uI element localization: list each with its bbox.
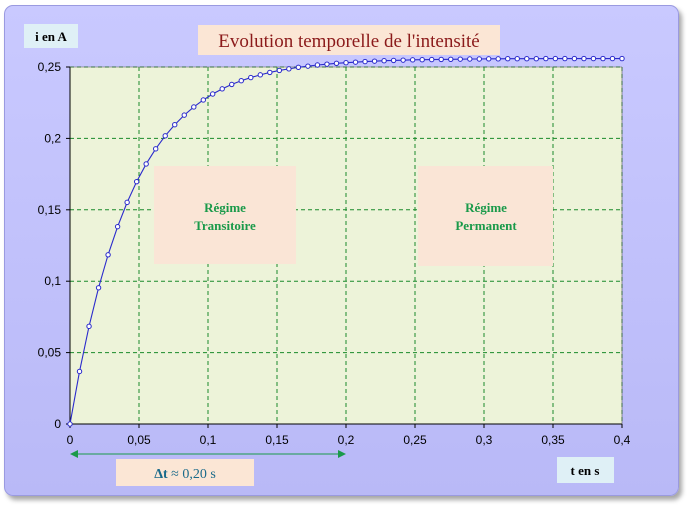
data-point-57 <box>609 55 616 62</box>
data-point-9 <box>152 146 159 152</box>
x-tick-label-1: 0,05 <box>127 433 151 447</box>
delta-t-label: Δt ≈ 0,20 s <box>154 467 216 482</box>
data-point-20 <box>257 72 264 78</box>
data-point-0 <box>67 421 73 427</box>
data-point-30 <box>352 59 359 65</box>
data-point-12 <box>181 112 187 118</box>
data-point-23 <box>286 66 292 72</box>
data-point-42 <box>467 56 473 62</box>
data-point-51 <box>552 55 559 62</box>
data-point-7 <box>133 178 140 185</box>
x-tick-label-0: 0 <box>67 433 74 447</box>
series-current <box>67 55 625 427</box>
x-tick-label-4: 0,2 <box>338 433 355 447</box>
data-point-27 <box>324 61 330 67</box>
data-point-19 <box>248 74 254 81</box>
data-point-49 <box>533 56 540 62</box>
data-point-17 <box>229 81 235 88</box>
data-point-46 <box>505 56 511 62</box>
data-point-15 <box>209 91 216 97</box>
x-tick-label-8: 0,4 <box>614 433 631 447</box>
x-tick-label-6: 0,3 <box>476 433 493 447</box>
axes <box>66 66 623 428</box>
data-point-36 <box>409 57 416 63</box>
data-point-45 <box>495 56 501 62</box>
data-point-32 <box>371 58 378 64</box>
y-tick-label-3: 0,15 <box>38 203 62 217</box>
data-point-5 <box>114 223 121 230</box>
permanent-box <box>418 166 553 266</box>
x-tick-label-2: 0,1 <box>200 433 217 447</box>
data-point-40 <box>448 56 454 62</box>
x-tick-label-7: 0,35 <box>541 433 565 447</box>
data-point-34 <box>390 57 397 64</box>
data-point-11 <box>172 121 178 128</box>
data-point-55 <box>590 55 597 62</box>
delta-t-box <box>116 459 254 486</box>
y-axis-label: i en A <box>35 29 67 44</box>
data-point-38 <box>428 56 435 63</box>
data-point-54 <box>581 55 587 62</box>
data-point-41 <box>457 56 463 62</box>
data-point-21 <box>267 69 273 76</box>
x-tick-label-5: 0,25 <box>403 433 427 447</box>
permanent-label-line2: Permanent <box>455 218 517 233</box>
data-point-25 <box>305 63 311 69</box>
x-axis-label: t en s <box>571 463 600 478</box>
data-point-53 <box>571 55 578 62</box>
data-point-48 <box>524 56 530 62</box>
data-point-50 <box>543 55 549 62</box>
data-point-2 <box>86 323 92 330</box>
data-point-44 <box>485 56 492 62</box>
data-point-58 <box>619 55 625 62</box>
delta-t-value: ≈ 0,20 s <box>168 467 216 482</box>
data-point-4 <box>105 252 111 258</box>
delta-t-symbol: Δt <box>154 467 168 482</box>
data-point-43 <box>476 56 483 62</box>
transitoire-box <box>154 166 296 264</box>
data-point-47 <box>514 56 520 62</box>
data-point-28 <box>333 60 340 66</box>
chart-title: Evolution temporelle de l'intensité <box>218 31 479 52</box>
data-point-24 <box>295 64 302 70</box>
permanent-label-line1: Régime <box>465 200 507 215</box>
y-tick-label-4: 0,2 <box>44 131 61 145</box>
data-point-10 <box>162 133 168 139</box>
data-point-37 <box>419 57 425 63</box>
data-point-52 <box>562 55 568 62</box>
y-tick-label-2: 0,1 <box>44 274 61 288</box>
data-point-35 <box>400 57 406 63</box>
data-point-16 <box>219 86 225 92</box>
x-axis-label-box <box>557 457 614 483</box>
data-point-33 <box>381 58 387 64</box>
data-point-56 <box>600 55 606 62</box>
data-point-6 <box>124 199 130 206</box>
data-point-18 <box>238 78 244 84</box>
y-axis-label-box <box>24 24 78 48</box>
data-point-31 <box>362 58 368 65</box>
title-box <box>198 25 500 55</box>
transitoire-label-line1: Régime <box>204 200 246 215</box>
x-tick-label-3: 0,15 <box>265 433 289 447</box>
transitoire-label-line2: Transitoire <box>194 218 256 233</box>
data-point-8 <box>143 161 149 167</box>
data-point-13 <box>191 104 197 110</box>
data-point-29 <box>343 60 349 66</box>
data-point-14 <box>200 97 207 103</box>
data-point-22 <box>276 67 283 74</box>
y-tick-label-1: 0,05 <box>38 346 62 360</box>
data-point-1 <box>76 368 83 375</box>
y-tick-label-5: 0,25 <box>38 60 62 74</box>
data-point-3 <box>95 285 102 291</box>
y-tick-label-0: 0 <box>54 417 61 431</box>
tick-labels: 0 0,05 0,1 0,15 0,2 0,25 0,3 0,35 0,4 0 0,05 0,1 0,1… <box>38 60 631 447</box>
data-point-39 <box>438 56 444 63</box>
data-point-26 <box>314 62 321 68</box>
